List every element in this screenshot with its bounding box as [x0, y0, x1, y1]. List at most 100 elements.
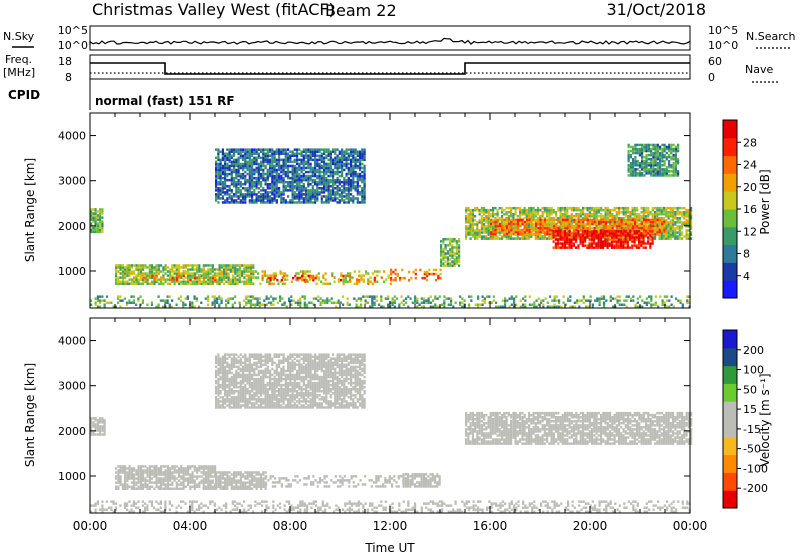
range-cell	[228, 178, 231, 182]
range-cell	[242, 195, 245, 198]
range-cell	[644, 234, 647, 237]
range-cell	[336, 172, 339, 176]
range-cell	[264, 166, 267, 170]
range-cell	[221, 156, 224, 160]
range-cell	[626, 244, 629, 247]
range-cell	[341, 166, 344, 170]
range-cell	[244, 166, 247, 170]
range-cell	[126, 270, 129, 273]
range-cell	[327, 158, 330, 162]
range-cell	[546, 226, 549, 230]
range-cell	[577, 218, 580, 222]
range-cell	[352, 180, 355, 184]
range-cell	[345, 193, 348, 196]
range-cell	[235, 172, 238, 176]
range-cell	[287, 189, 290, 192]
range-cell	[632, 147, 635, 151]
range-cell	[327, 187, 330, 190]
range-cell	[647, 211, 650, 214]
range-cell	[584, 224, 587, 228]
range-cell	[512, 227, 515, 230]
range-cell	[642, 246, 645, 249]
range-cell	[681, 206, 684, 210]
range-cell	[215, 189, 218, 192]
range-cell	[453, 246, 456, 249]
range-cell	[269, 278, 272, 282]
range-cell	[631, 211, 634, 214]
range-cell	[256, 299, 259, 302]
range-cell	[309, 183, 312, 186]
range-cell	[342, 280, 345, 283]
range-cell	[242, 150, 245, 153]
range-cell	[334, 199, 337, 202]
range-cell	[647, 220, 650, 224]
range-cell	[674, 223, 677, 226]
range-cell	[651, 213, 654, 216]
range-cell	[306, 280, 309, 283]
range-cell	[656, 147, 659, 151]
range-cell	[352, 156, 355, 160]
range-cell	[262, 174, 265, 178]
range-cell	[365, 272, 368, 275]
range-cell	[638, 226, 641, 230]
range-cell	[591, 206, 594, 210]
range-cell	[564, 211, 567, 214]
range-cell	[178, 282, 181, 285]
range-cell	[626, 242, 629, 245]
range-cell	[638, 232, 641, 236]
range-cell	[683, 223, 686, 226]
range-cell	[101, 210, 104, 213]
range-cell	[595, 228, 598, 232]
range-cell	[517, 220, 520, 224]
range-cell	[124, 270, 127, 273]
range-cell	[239, 195, 242, 198]
range-cell	[296, 154, 299, 157]
range-cell	[215, 195, 218, 198]
range-cell	[280, 197, 283, 200]
range-cell	[281, 282, 284, 285]
range-cell	[214, 280, 217, 283]
range-cell	[332, 197, 335, 200]
range-cell	[117, 276, 120, 279]
range-cell	[467, 227, 470, 230]
range-cell	[640, 236, 643, 239]
range-cell	[217, 176, 220, 180]
range-cell	[115, 280, 118, 283]
range-cell	[223, 266, 226, 269]
range-cell	[307, 189, 310, 192]
range-cell	[632, 174, 635, 177]
range-cell	[647, 215, 650, 218]
range-cell	[271, 148, 274, 151]
range-cell	[196, 280, 199, 283]
range-cell	[595, 230, 598, 233]
range-cell	[631, 217, 634, 220]
range-cell	[512, 228, 515, 232]
range-cell	[255, 158, 258, 162]
range-cell	[121, 276, 124, 279]
range-cell	[681, 213, 684, 216]
range-cell	[597, 208, 600, 212]
range-cell	[356, 197, 359, 200]
range-cell	[629, 174, 632, 177]
nsky-series	[89, 37, 691, 45]
range-cell	[510, 237, 513, 240]
range-cell	[622, 224, 625, 228]
range-cell	[314, 178, 317, 182]
range-cell	[453, 238, 456, 241]
range-cell	[360, 276, 363, 280]
range-cell	[246, 168, 249, 172]
range-cell	[604, 224, 607, 228]
range-cell	[604, 232, 607, 235]
range-cell	[336, 158, 339, 162]
range-cell	[640, 222, 643, 226]
range-cell	[642, 217, 645, 220]
range-cell	[426, 270, 429, 274]
range-cell	[228, 195, 231, 198]
range-cell	[449, 258, 452, 261]
range-cell	[480, 231, 483, 234]
range-cell	[226, 201, 229, 204]
range-cell	[687, 237, 690, 240]
range-cell	[275, 272, 278, 275]
range-cell	[341, 185, 344, 188]
range-cell	[523, 213, 526, 216]
